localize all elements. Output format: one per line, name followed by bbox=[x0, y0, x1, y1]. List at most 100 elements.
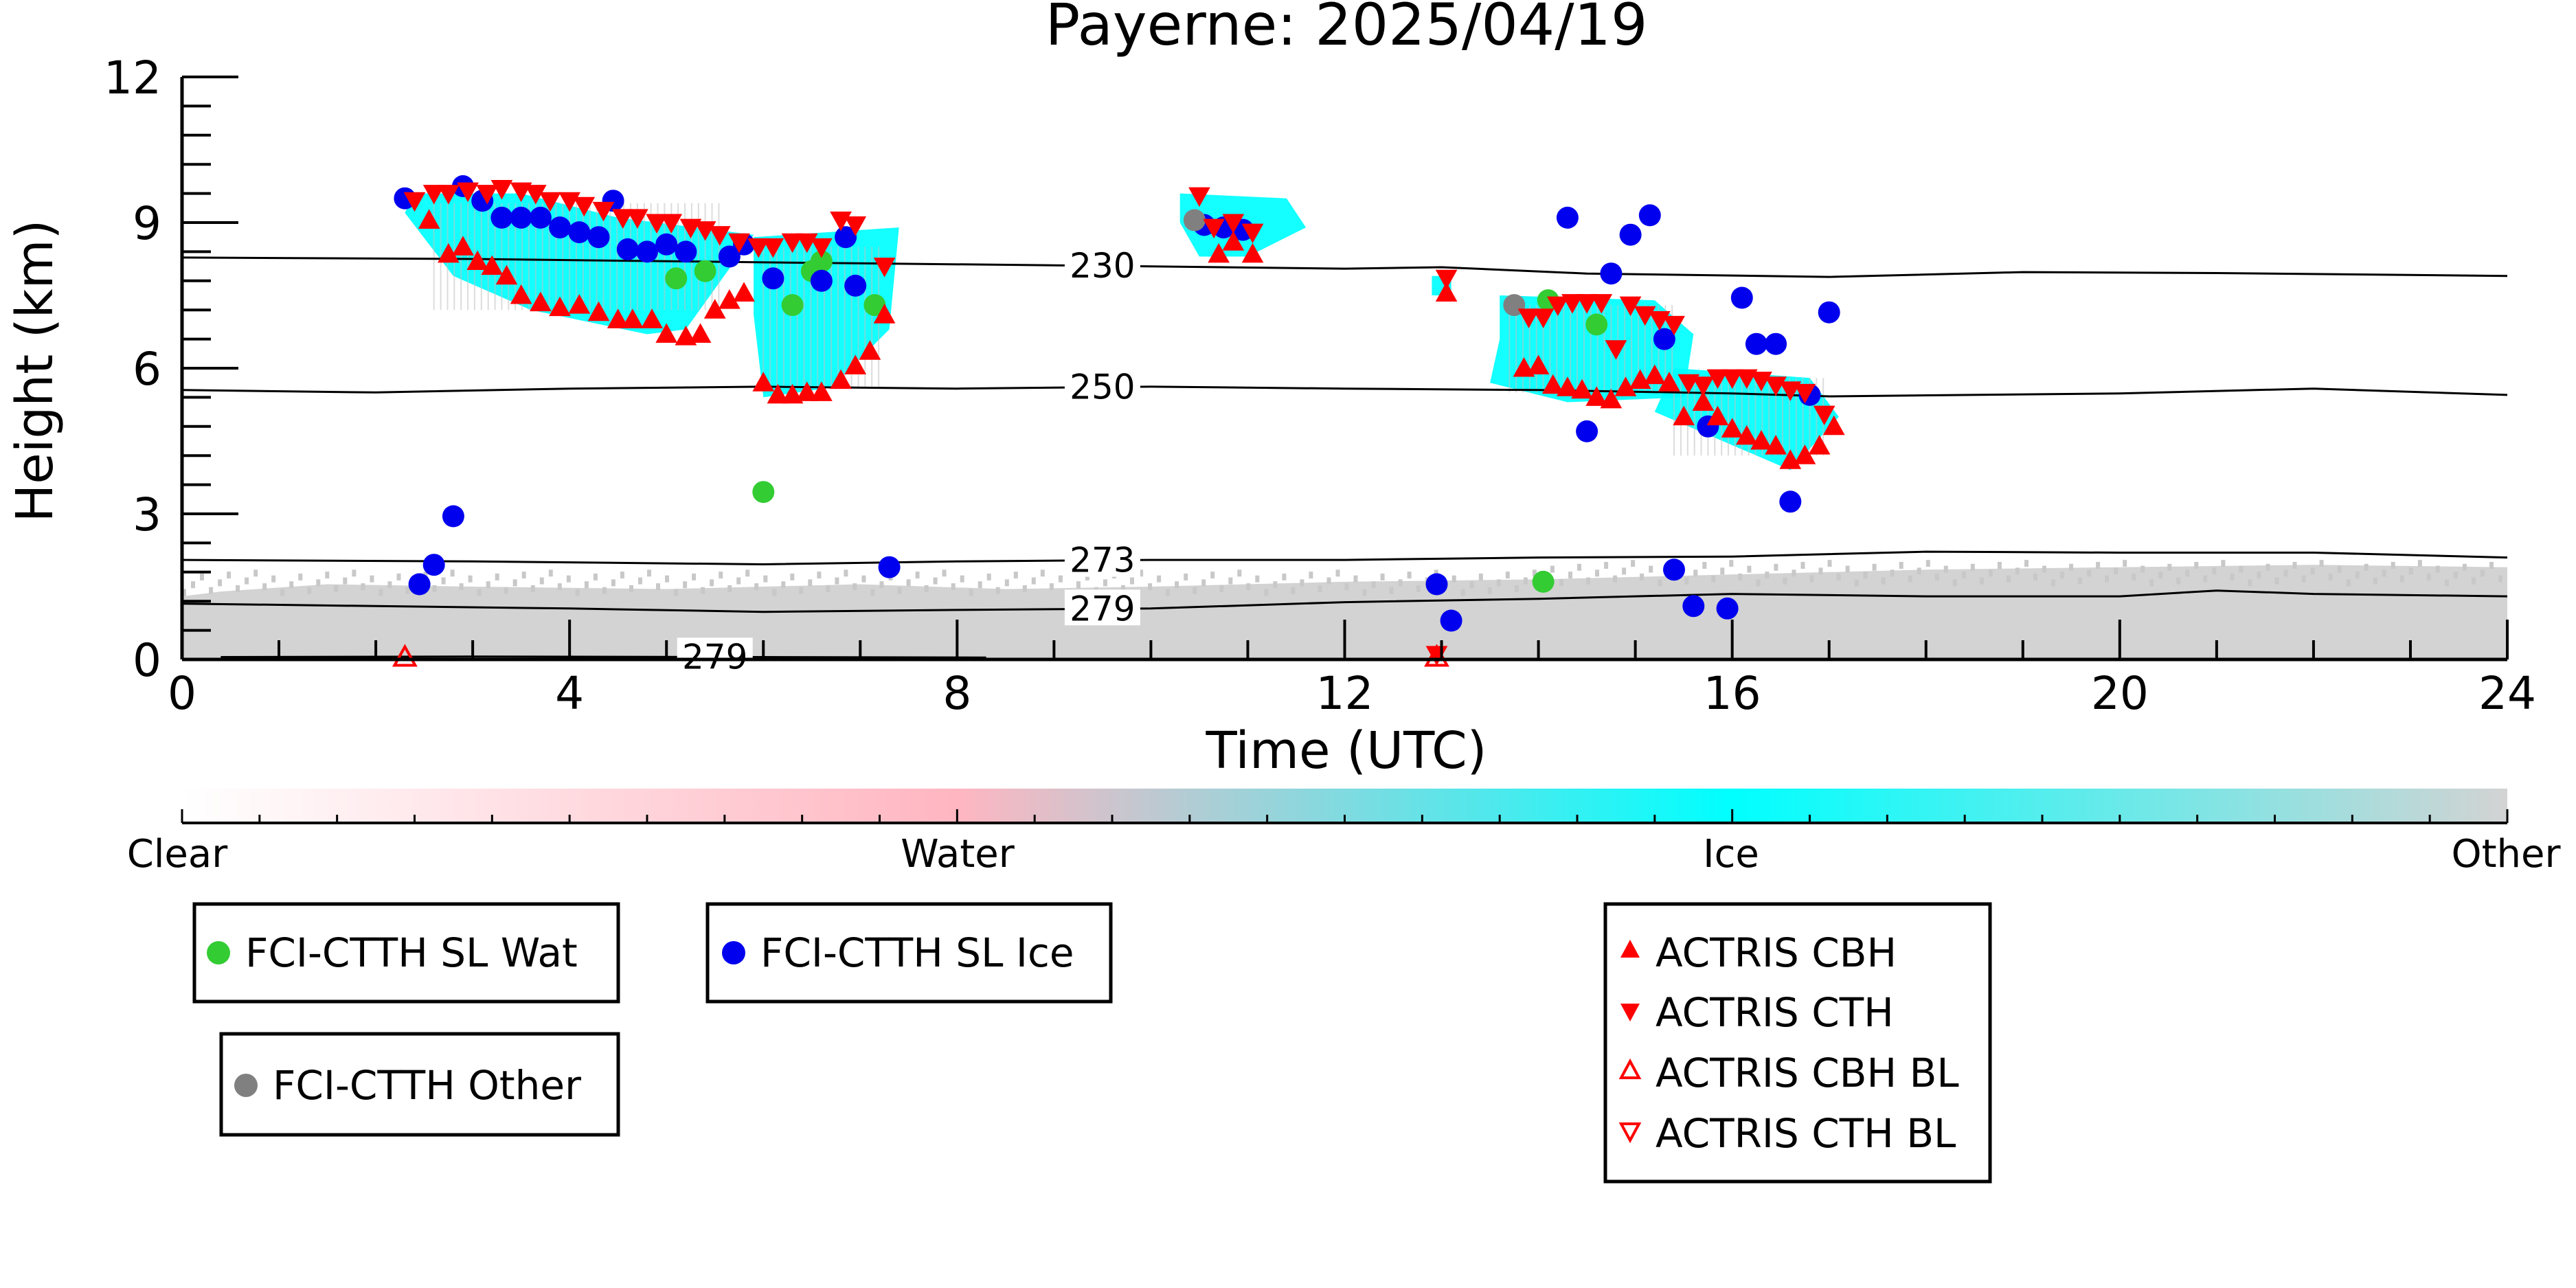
marker-actris-cbh bbox=[641, 308, 663, 328]
ground-speckle bbox=[1318, 585, 1322, 592]
marker-actris-cth bbox=[626, 209, 648, 229]
ground-speckle bbox=[459, 583, 464, 591]
ground-speckle bbox=[692, 573, 697, 580]
ground-speckle bbox=[638, 577, 642, 585]
ground-speckle bbox=[566, 575, 571, 583]
ground-speckle bbox=[1255, 575, 1260, 583]
ground-speckle bbox=[396, 573, 401, 580]
ground-speckle bbox=[719, 572, 723, 579]
legend-marker-actris-cth-bl bbox=[1618, 1122, 1642, 1144]
ground-speckle bbox=[307, 587, 312, 594]
isotherm-line bbox=[181, 385, 2508, 398]
ground-speckle bbox=[1022, 585, 1027, 592]
marker-actris-cbh bbox=[1692, 391, 1715, 411]
marker-actris-cth bbox=[728, 233, 750, 253]
marker-actris-cth bbox=[1576, 294, 1598, 314]
ground-speckle bbox=[1380, 573, 1385, 580]
marker-fci-ctth-sl-ice bbox=[718, 245, 741, 268]
ground-speckle bbox=[2346, 579, 2351, 587]
isotherm-line bbox=[181, 589, 2508, 613]
ground-speckle bbox=[253, 569, 258, 577]
ground-speckle bbox=[1335, 569, 1340, 577]
ground-speckle bbox=[1595, 569, 1599, 577]
ground-speckle bbox=[701, 587, 705, 594]
ground-speckle bbox=[736, 577, 741, 585]
marker-actris-cth bbox=[1532, 308, 1555, 328]
marker-fci-ctth-sl-ice bbox=[549, 216, 572, 239]
ground-speckle bbox=[209, 587, 214, 594]
ground-speckle bbox=[924, 585, 929, 592]
ground-speckle bbox=[1863, 572, 1868, 579]
marker-fci-ctth-sl-ice bbox=[1556, 206, 1579, 229]
ground-speckle bbox=[2167, 563, 2172, 571]
marker-fci-ctth-sl-ice bbox=[878, 556, 901, 578]
marker-actris-cbh bbox=[1222, 231, 1245, 251]
ground-speckle bbox=[1246, 583, 1251, 591]
ground-speckle bbox=[1085, 573, 1089, 580]
marker-actris-cbh bbox=[830, 369, 852, 389]
marker-actris-cth bbox=[1663, 315, 1685, 336]
ground-speckle bbox=[1040, 569, 1045, 577]
ground-speckle bbox=[1952, 579, 1957, 587]
marker-fci-ctth-sl-ice bbox=[1638, 204, 1661, 227]
legend-label-actris-cbh-bl: ACTRIS CBH BL bbox=[1656, 1050, 1959, 1096]
ground-speckle bbox=[2105, 575, 2110, 583]
marker-actris-cth bbox=[1517, 308, 1540, 328]
marker-actris-cbh bbox=[1435, 282, 1458, 302]
ground-speckle bbox=[1702, 562, 1707, 569]
isotherm-line bbox=[181, 550, 2508, 566]
ground-speckle bbox=[262, 583, 267, 591]
isotherm-label-bg bbox=[1064, 541, 1140, 577]
ground-speckle bbox=[468, 575, 473, 583]
marker-actris-cth bbox=[762, 238, 784, 258]
marker-actris-cbh bbox=[655, 323, 678, 343]
isotherm-label: 230 bbox=[1070, 246, 1135, 286]
marker-fci-ctth-sl-wat bbox=[1585, 313, 1608, 336]
ground-speckle bbox=[1720, 567, 1725, 575]
y-axis-label: Height (km) bbox=[5, 220, 65, 523]
marker-fci-ctth-sl-ice bbox=[1682, 595, 1705, 618]
isotherm-label: 279 bbox=[682, 637, 747, 677]
marker-actris-cbh bbox=[418, 209, 440, 229]
ground-speckle bbox=[1872, 563, 1877, 571]
ground-speckle bbox=[521, 572, 526, 579]
x-tick-label: 12 bbox=[1316, 667, 1374, 720]
ground-speckle bbox=[548, 569, 553, 577]
ground-speckle bbox=[602, 587, 607, 594]
ground-speckle bbox=[236, 585, 240, 592]
y-tick-label: 0 bbox=[133, 634, 161, 687]
ground-speckle bbox=[1640, 573, 1645, 580]
legend-marker-fci-water bbox=[207, 941, 230, 964]
marker-actris-cth bbox=[1619, 296, 1642, 317]
y-tick-label: 3 bbox=[133, 488, 161, 541]
marker-actris-cbh bbox=[1585, 386, 1608, 406]
ground-speckle bbox=[218, 579, 223, 587]
legend-marker-fci-ice bbox=[722, 941, 745, 964]
ground-speckle bbox=[1389, 587, 1394, 594]
ground-speckle bbox=[2096, 562, 2101, 569]
x-tick-label: 16 bbox=[1704, 667, 1761, 720]
marker-actris-cbh bbox=[689, 323, 712, 343]
ground-speckle bbox=[245, 577, 249, 585]
ground-speckle bbox=[647, 569, 651, 577]
ground-speckle bbox=[1505, 572, 1510, 579]
marker-fci-ctth-sl-ice bbox=[490, 206, 513, 229]
legend-fci-ice: FCI-CTTH SL Ice bbox=[705, 902, 1113, 1004]
ground-other-region bbox=[182, 565, 2507, 659]
ground-speckle bbox=[611, 579, 615, 587]
ground-speckle bbox=[2069, 563, 2074, 571]
ground-speckle bbox=[1139, 569, 1144, 577]
marker-actris-cth bbox=[403, 192, 426, 212]
marker-actris-cth bbox=[1203, 218, 1225, 239]
marker-fci-ctth-sl-ice bbox=[1818, 301, 1840, 324]
ground-speckle bbox=[772, 589, 777, 596]
marker-fci-ctth-sl-wat bbox=[1532, 570, 1555, 593]
ground-speckle bbox=[2498, 575, 2502, 583]
ground-speckle bbox=[1451, 575, 1456, 583]
marker-actris-cbh bbox=[495, 264, 518, 285]
marker-actris-cbh bbox=[1706, 405, 1729, 426]
marker-actris-cbh bbox=[703, 299, 726, 319]
ground-speckle bbox=[1469, 581, 1474, 589]
ground-speckle bbox=[1291, 587, 1296, 594]
